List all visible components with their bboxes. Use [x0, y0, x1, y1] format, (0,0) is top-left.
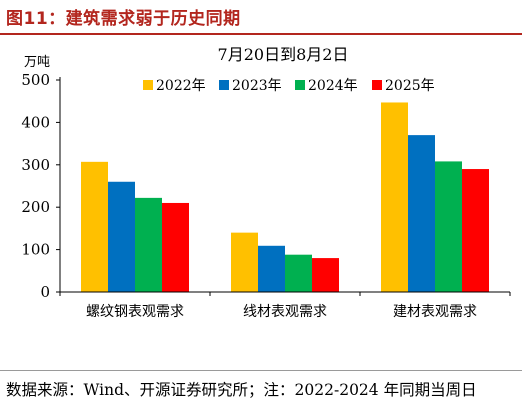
- bar-marks: [81, 102, 489, 292]
- bar-2024年-线材表观需求: [285, 254, 312, 292]
- y-tick-label: 100: [21, 241, 50, 259]
- legend-swatch-2025年: [372, 80, 382, 90]
- chart-axes: 0 100 200 300 400 500 螺纹钢表观需求 线材表观需求 建材表观需求: [21, 71, 511, 320]
- y-axis-unit-label: 万吨: [24, 55, 50, 70]
- bar-2022年-螺纹钢表观需求: [81, 161, 108, 292]
- legend-swatch-2023年: [219, 80, 229, 90]
- figure-title: 图11：建筑需求弱于历史同期: [6, 9, 241, 29]
- y-tick-label: 400: [21, 113, 50, 131]
- bar-2025年-建材表观需求: [462, 169, 489, 292]
- legend-label: 2023年: [232, 78, 282, 94]
- x-category-label: 建材表观需求: [393, 304, 477, 320]
- bar-2023年-线材表观需求: [258, 245, 285, 292]
- bar-chart: 7月20日到8月2日 万吨 2022年 2023年 2024年 2025年 0 100 2…: [21, 45, 511, 320]
- bar-2024年-建材表观需求: [435, 161, 462, 292]
- bar-2023年-建材表观需求: [408, 135, 435, 292]
- legend-label: 2024年: [308, 78, 358, 94]
- y-tick-label: 500: [21, 71, 50, 89]
- bar-2024年-螺纹钢表观需求: [135, 197, 162, 292]
- source-note: 数据来源：Wind、开源证券研究所；注：2022-2024 年同期当周日: [6, 381, 477, 399]
- footer-divider: [0, 370, 522, 371]
- x-category-label: 螺纹钢表观需求: [86, 304, 184, 320]
- legend-swatch-2022年: [143, 80, 153, 90]
- bar-2023年-螺纹钢表观需求: [108, 181, 135, 292]
- legend-label: 2025年: [385, 78, 435, 94]
- bar-2025年-螺纹钢表观需求: [162, 202, 189, 292]
- y-tick-label: 300: [21, 156, 50, 174]
- bar-2022年-线材表观需求: [231, 232, 258, 292]
- chart-title: 7月20日到8月2日: [218, 45, 349, 64]
- bar-2022年-建材表观需求: [381, 102, 408, 292]
- chart-legend: 2022年 2023年 2024年 2025年: [143, 78, 435, 94]
- x-category-label: 线材表观需求: [243, 304, 327, 320]
- y-tick-label: 0: [40, 283, 50, 301]
- y-tick-label: 200: [21, 198, 50, 216]
- legend-label: 2022年: [156, 78, 206, 94]
- legend-swatch-2024年: [295, 80, 305, 90]
- bar-2025年-线材表观需求: [312, 258, 339, 292]
- title-divider: [0, 33, 522, 35]
